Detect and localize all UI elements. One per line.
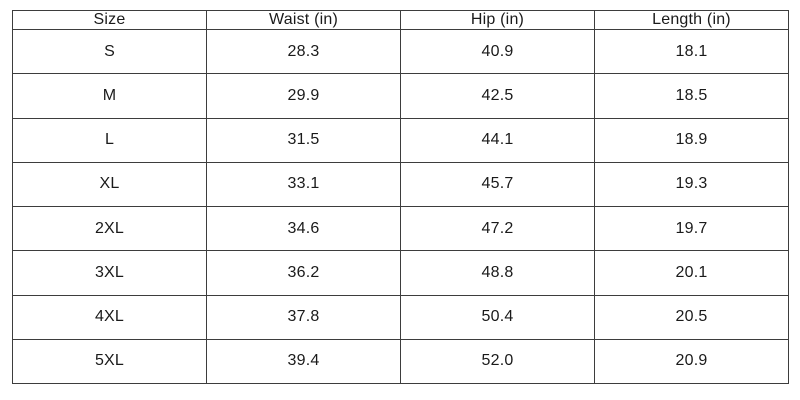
column-header-waist-in: Waist (in) — [206, 10, 401, 30]
size-chart-container: Size Waist (in) Hip (in) Length (in) S 28.3 4… — [12, 10, 789, 385]
measurement-cell: 20.9 — [594, 338, 789, 385]
table-row-s: S 28.3 40.9 18.1 — [12, 28, 789, 75]
measurement-cell: 42.5 — [400, 73, 595, 119]
size-label-cell: 2XL — [12, 205, 207, 252]
measurement-cell: 31.5 — [206, 117, 401, 163]
column-header-length-in: Length (in) — [594, 10, 789, 30]
measurement-cell: 18.9 — [594, 117, 789, 163]
measurement-cell: 29.9 — [206, 73, 401, 119]
measurement-cell: 19.7 — [594, 205, 789, 252]
column-header-size: Size — [12, 10, 207, 30]
measurement-cell: 18.5 — [594, 73, 789, 119]
measurement-cell: 28.3 — [206, 28, 401, 75]
measurement-cell: 36.2 — [206, 250, 401, 296]
measurement-cell: 45.7 — [400, 161, 595, 208]
size-chart-header-row: Size Waist (in) Hip (in) Length (in) — [12, 10, 789, 30]
size-label-cell: 5XL — [12, 338, 207, 385]
measurement-cell: 48.8 — [400, 250, 595, 296]
size-label-cell: 3XL — [12, 250, 207, 296]
measurement-cell: 40.9 — [400, 28, 595, 75]
measurement-cell: 50.4 — [400, 294, 595, 340]
table-row-3xl: 3XL 36.2 48.8 20.1 — [12, 250, 789, 296]
table-row-m: M 29.9 42.5 18.5 — [12, 73, 789, 119]
size-chart-body: S 28.3 40.9 18.1 M 29.9 42.5 18.5 L 31.5 44.1 18.9 X… — [12, 28, 789, 385]
measurement-cell: 47.2 — [400, 205, 595, 252]
table-row-5xl: 5XL 39.4 52.0 20.9 — [12, 338, 789, 385]
measurement-cell: 19.3 — [594, 161, 789, 208]
measurement-cell: 37.8 — [206, 294, 401, 340]
size-label-cell: M — [12, 73, 207, 119]
measurement-cell: 20.5 — [594, 294, 789, 340]
table-row-2xl: 2XL 34.6 47.2 19.7 — [12, 205, 789, 252]
table-row-l: L 31.5 44.1 18.9 — [12, 117, 789, 163]
measurement-cell: 34.6 — [206, 205, 401, 252]
table-row-4xl: 4XL 37.8 50.4 20.5 — [12, 294, 789, 340]
table-row-xl: XL 33.1 45.7 19.3 — [12, 161, 789, 208]
size-chart-table: Size Waist (in) Hip (in) Length (in) S 28.3 4… — [12, 10, 789, 385]
measurement-cell: 52.0 — [400, 338, 595, 385]
size-label-cell: XL — [12, 161, 207, 208]
measurement-cell: 44.1 — [400, 117, 595, 163]
size-label-cell: 4XL — [12, 294, 207, 340]
size-label-cell: S — [12, 28, 207, 75]
size-label-cell: L — [12, 117, 207, 163]
measurement-cell: 33.1 — [206, 161, 401, 208]
column-header-hip-in: Hip (in) — [400, 10, 595, 30]
measurement-cell: 20.1 — [594, 250, 789, 296]
measurement-cell: 39.4 — [206, 338, 401, 385]
measurement-cell: 18.1 — [594, 28, 789, 75]
